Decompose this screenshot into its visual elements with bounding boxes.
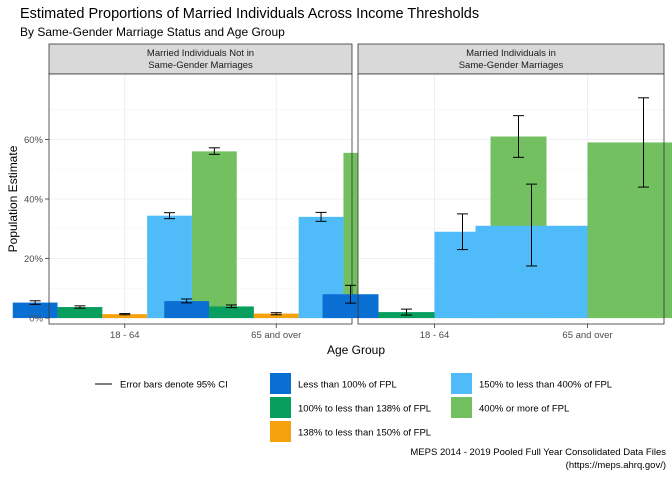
panel-strip bbox=[357, 43, 665, 75]
bar bbox=[587, 142, 672, 319]
legend-swatch bbox=[451, 373, 472, 394]
legend-label: 400% or more of FPL bbox=[479, 404, 569, 415]
panel-title-line2: Same-Gender Marriages bbox=[459, 60, 564, 71]
legend-label: 100% to less than 138% of FPL bbox=[298, 404, 431, 415]
bar bbox=[253, 313, 299, 319]
panel-title-line1: Married Individuals Not in bbox=[147, 48, 254, 59]
x-axis-title: Age Group bbox=[327, 343, 385, 357]
panel-same-gender: Married Individuals in Same-Gender Marri… bbox=[322, 43, 672, 325]
legend-swatch bbox=[270, 421, 291, 442]
y-tick-label: 40% bbox=[24, 195, 44, 206]
legend: Error bars denote 95% CI Less than 100% … bbox=[95, 373, 612, 442]
caption-line2: (https://meps.ahrq.gov/) bbox=[566, 460, 666, 471]
bar bbox=[102, 314, 148, 319]
legend-label: 150% to less than 400% of FPL bbox=[479, 380, 612, 391]
chart-subtitle: By Same-Gender Marriage Status and Age G… bbox=[20, 25, 285, 39]
x-tick-label: 18 - 64 bbox=[420, 330, 450, 341]
caption-line1: MEPS 2014 - 2019 Pooled Full Year Consol… bbox=[410, 447, 666, 458]
legend-swatch bbox=[451, 397, 472, 418]
error-bar-legend-label: Error bars denote 95% CI bbox=[120, 380, 228, 391]
panel-not-same-gender: Married Individuals Not in Same-Gender M… bbox=[12, 43, 389, 325]
y-tick-label: 20% bbox=[24, 254, 44, 265]
bar bbox=[322, 294, 379, 319]
x-tick-label: 65 and over bbox=[562, 330, 612, 341]
panel-strip bbox=[48, 43, 353, 75]
y-tick-label: 0% bbox=[29, 314, 43, 325]
bar bbox=[191, 151, 237, 319]
legend-label: 138% to less than 150% of FPL bbox=[298, 428, 431, 439]
legend-label: Less than 100% of FPL bbox=[298, 380, 397, 391]
bar bbox=[209, 306, 254, 319]
panel-title-line2: Same-Gender Marriages bbox=[148, 60, 253, 71]
bar bbox=[164, 301, 210, 319]
x-tick-label: 65 and over bbox=[251, 330, 301, 341]
panel-border bbox=[357, 73, 665, 325]
legend-swatch bbox=[270, 373, 291, 394]
bar bbox=[12, 302, 58, 319]
legend-swatch bbox=[270, 397, 291, 418]
bar bbox=[57, 307, 103, 319]
panel-title-line1: Married Individuals in bbox=[466, 48, 556, 59]
y-axis-title: Population Estimate bbox=[6, 145, 20, 252]
chart-title: Estimated Proportions of Married Individ… bbox=[20, 6, 479, 22]
y-tick-label: 60% bbox=[24, 135, 44, 146]
x-tick-label: 18 - 64 bbox=[110, 330, 140, 341]
bar bbox=[147, 215, 192, 319]
